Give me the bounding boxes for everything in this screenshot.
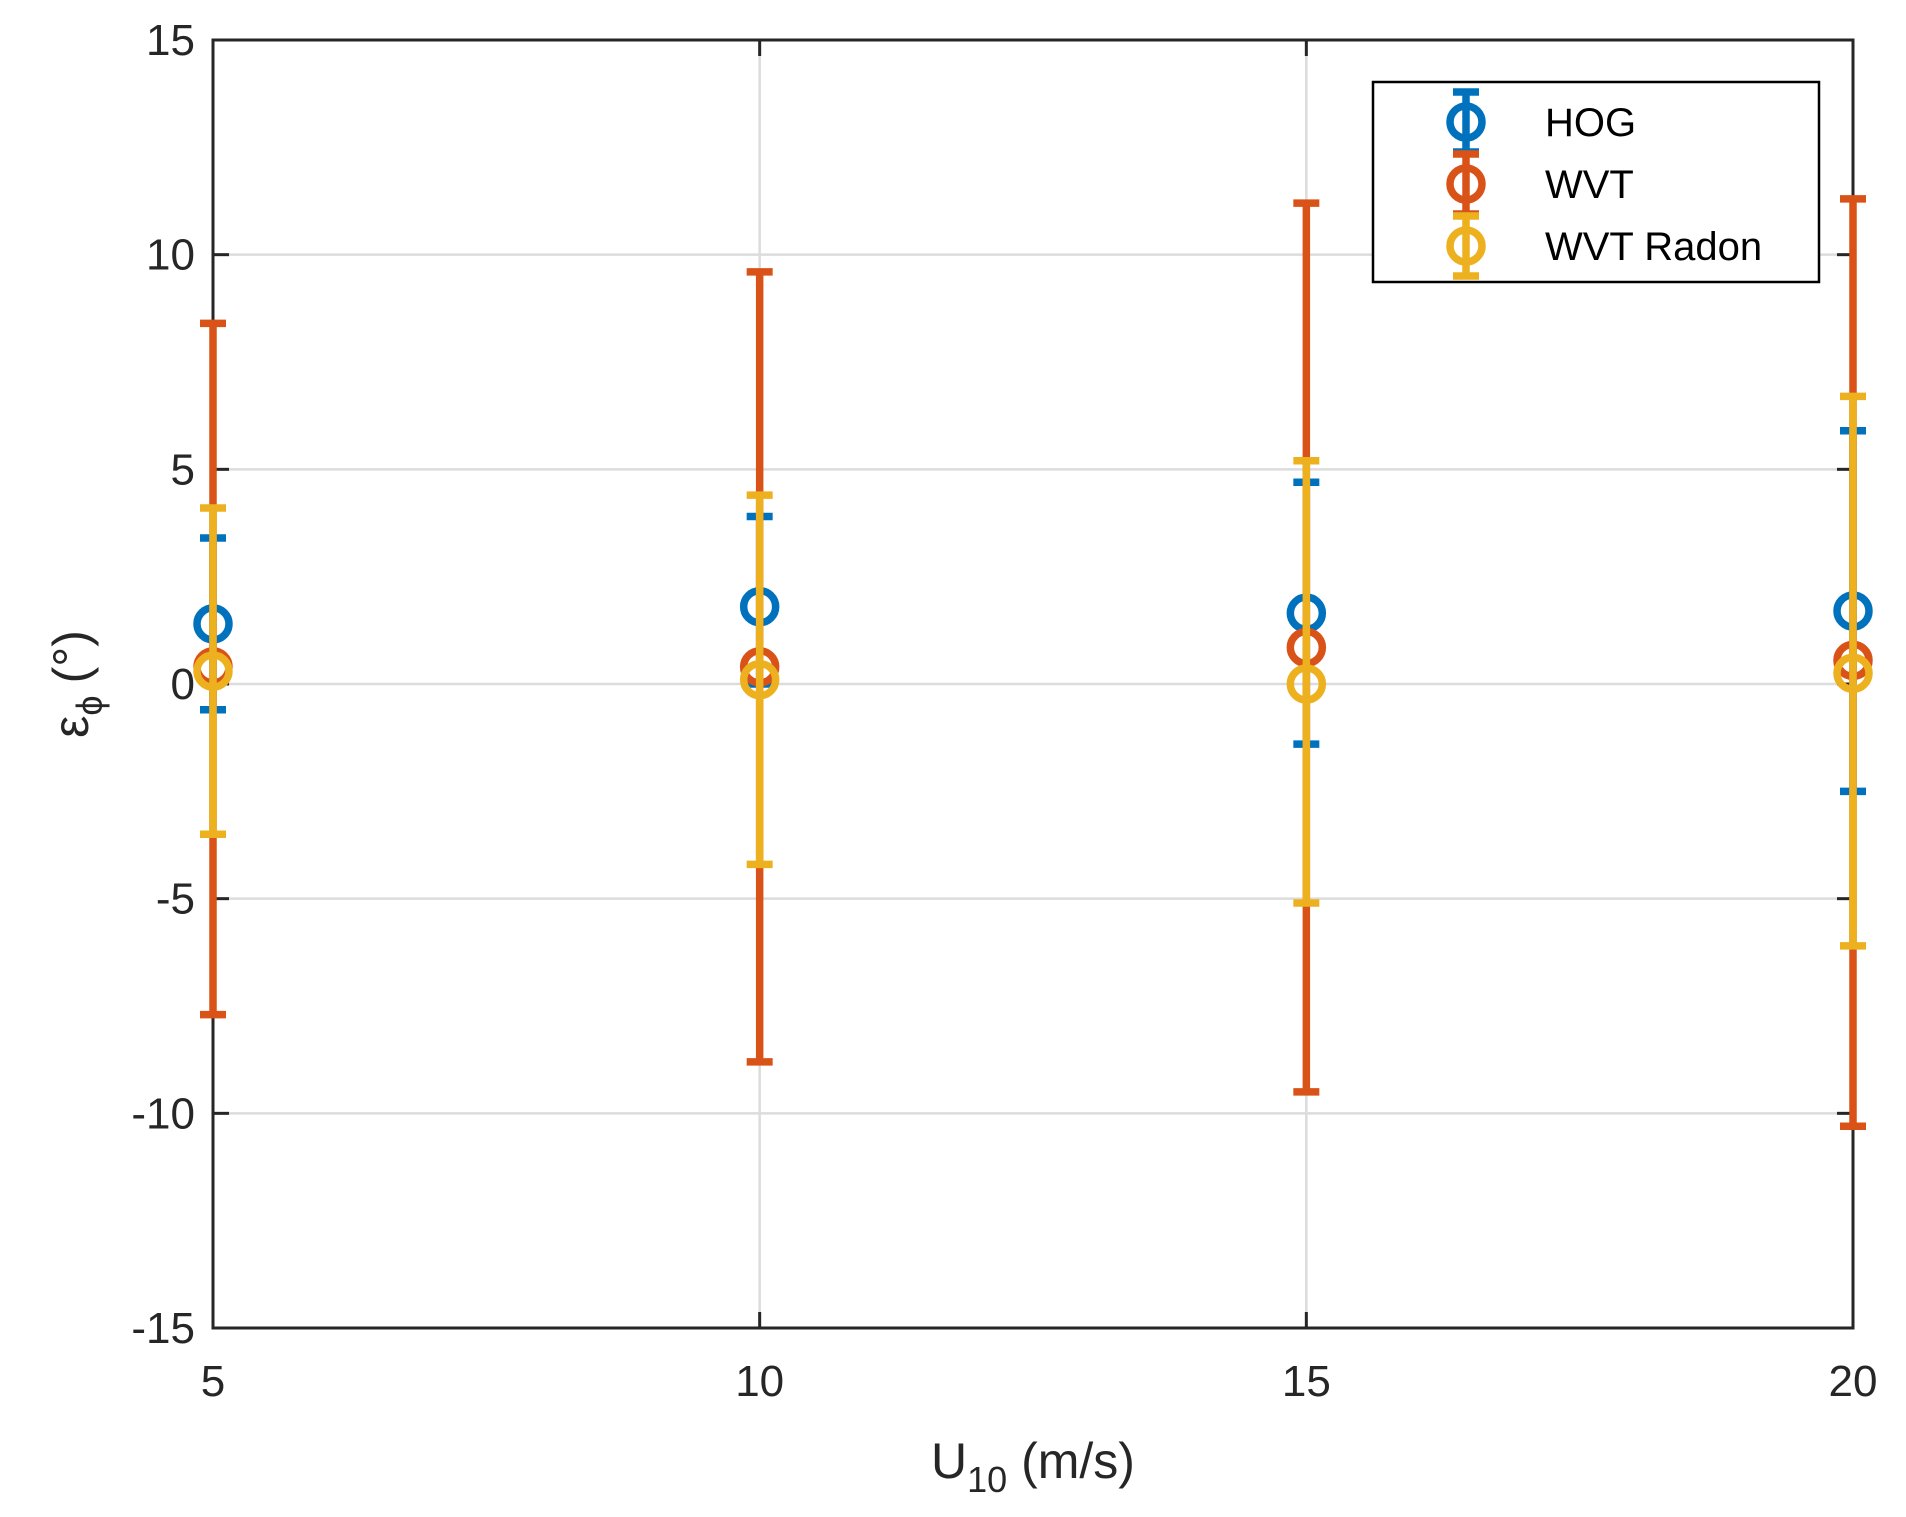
axis-ticks: 5 10 15 20 -15 -10 -5 0 5 10 15 [131,16,1877,1406]
y-tick-label: -5 [156,875,195,924]
data-point [1833,653,1873,694]
legend-marker [1446,226,1486,266]
legend-label: WVT Radon [1545,225,1762,269]
legend-label: HOG [1545,101,1636,145]
y-tick-label: -15 [131,1304,195,1353]
x-tick-label: 5 [201,1357,225,1406]
y-axis-label-suffix: (°) [43,630,99,683]
y-tick-label: 15 [146,16,195,65]
x-axis-label-suffix: (m/s) [1007,1433,1135,1489]
y-tick-label: 0 [171,660,195,709]
x-tick-label: 10 [735,1357,784,1406]
legend-marker [1446,102,1486,142]
x-axis-label-main: U [931,1433,967,1489]
legend-item-wvt-radon: WVT Radon [1446,212,1762,280]
legend-marker [1446,164,1486,204]
x-tick-label: 20 [1829,1357,1878,1406]
x-tick-label: 15 [1282,1357,1331,1406]
data-point [1286,664,1327,704]
y-axis-label: εϕ (°) [43,630,110,738]
legend: HOG WVT WVT Radon [1371,80,1821,284]
y-tick-label: 10 [146,231,195,280]
data-point [739,659,780,700]
legend-label: WVT [1545,163,1634,207]
y-axis-label-main: ε [43,716,99,738]
data-point [193,651,233,691]
series-wvt-radon [193,392,1873,950]
y-tick-label: 5 [171,445,195,494]
x-axis-label-sub: 10 [967,1459,1007,1500]
y-tick-label: -10 [131,1089,195,1138]
data-marks [193,195,1873,1130]
y-axis-label-sub: ϕ [69,695,110,715]
x-axis-label: U10 (m/s) [931,1433,1135,1500]
